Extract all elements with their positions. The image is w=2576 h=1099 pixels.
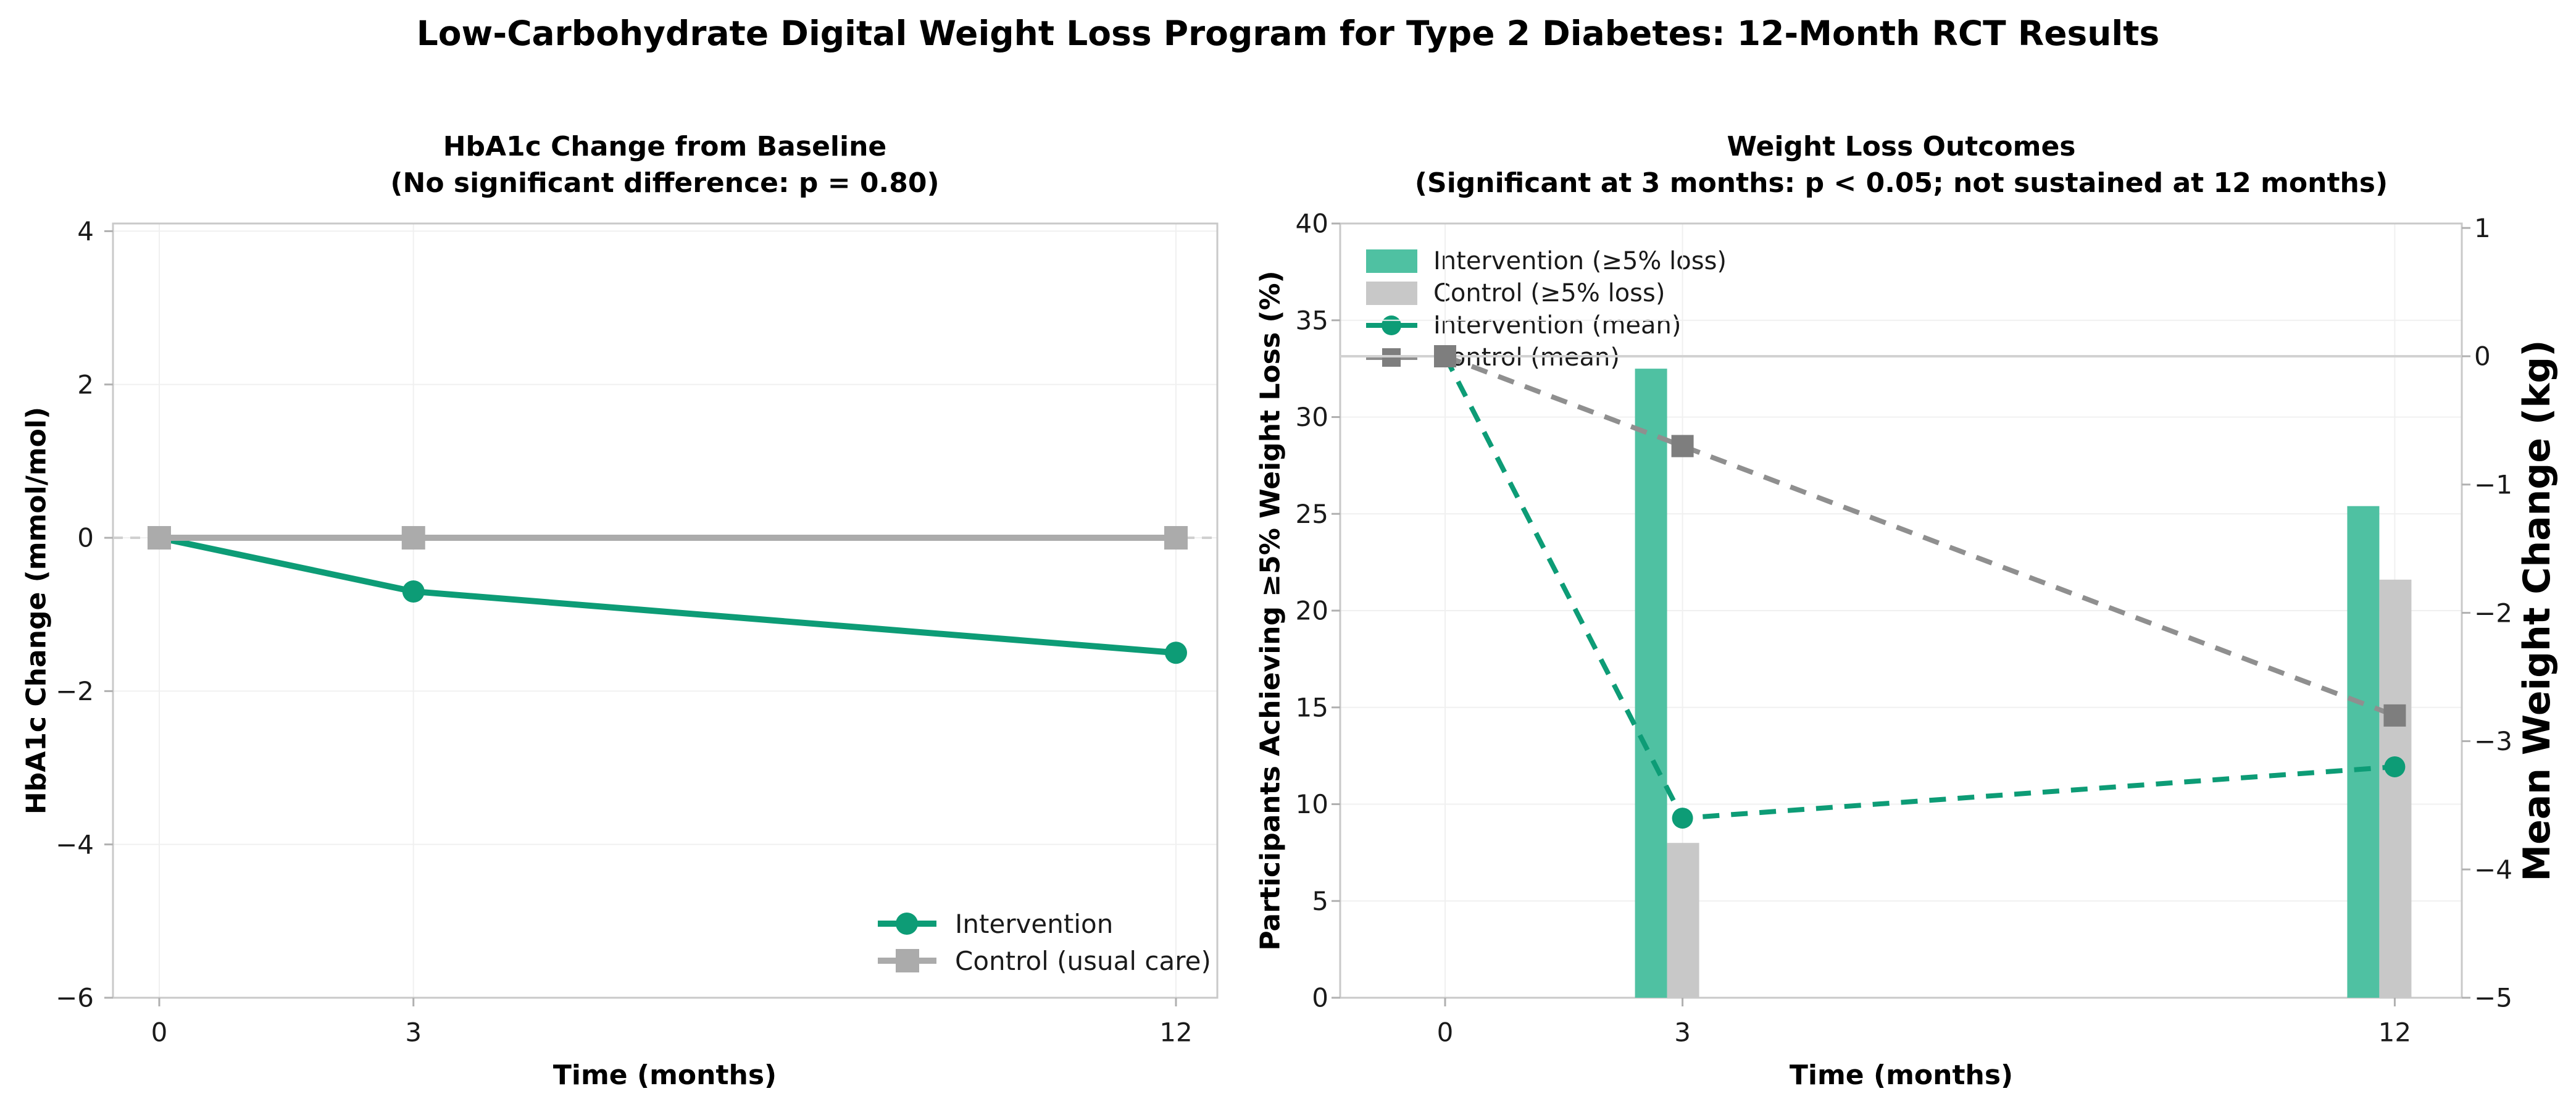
svg-text:20: 20 <box>1296 596 1328 626</box>
svg-text:35: 35 <box>1296 305 1328 335</box>
control-mean-line-icon <box>1366 341 1433 374</box>
left-chart-ylabel: HbA1c Change (mmol/mol) <box>20 406 52 815</box>
legend-item-intervention-mean: Intervention (mean) <box>1366 309 1727 341</box>
svg-text:25: 25 <box>1296 499 1328 529</box>
right-chart-xlabel: Time (months) <box>1789 1059 2014 1091</box>
right-chart-ylabel-left: Participants Achieving ≥5% Weight Loss (… <box>1254 270 1286 951</box>
svg-text:5: 5 <box>1312 886 1328 916</box>
legend-label: Intervention <box>955 908 1114 939</box>
legend-item-control-mean: Control (mean) <box>1366 341 1727 374</box>
svg-text:0: 0 <box>151 1018 168 1048</box>
svg-text:0: 0 <box>1312 983 1328 1013</box>
legend-label: Control (usual care) <box>955 945 1211 976</box>
figure-title: Low-Carbohydrate Digital Weight Loss Pro… <box>416 14 2160 53</box>
legend-item-intervention: Intervention <box>878 905 1211 942</box>
left-chart-title-line2: (No significant difference: p = 0.80) <box>390 167 940 199</box>
svg-text:12: 12 <box>1159 1018 1192 1048</box>
right-chart-title: Weight Loss Outcomes (Significant at 3 m… <box>1415 128 2388 201</box>
left-chart-title: HbA1c Change from Baseline (No significa… <box>390 128 939 201</box>
svg-text:−4: −4 <box>56 829 94 859</box>
svg-text:−3: −3 <box>2474 726 2512 756</box>
legend-label: Control (mean) <box>1433 343 1620 372</box>
svg-text:40: 40 <box>1296 209 1328 239</box>
svg-text:30: 30 <box>1296 402 1328 432</box>
svg-text:4: 4 <box>77 216 94 246</box>
svg-text:3: 3 <box>405 1018 422 1048</box>
right-chart-legend: Intervention (≥5% loss) Control (≥5% los… <box>1366 245 1727 374</box>
svg-text:12: 12 <box>2378 1018 2411 1048</box>
left-chart-legend: Intervention Control (usual care) <box>878 905 1211 979</box>
legend-item-control-bar: Control (≥5% loss) <box>1366 277 1727 309</box>
svg-text:−1: −1 <box>2474 470 2512 500</box>
svg-text:−2: −2 <box>2474 598 2512 628</box>
svg-text:0: 0 <box>1437 1018 1454 1048</box>
intervention-bar-swatch-icon <box>1366 245 1433 277</box>
svg-text:−4: −4 <box>2474 855 2512 885</box>
control-bar-swatch-icon <box>1366 277 1433 309</box>
svg-text:2: 2 <box>77 369 94 399</box>
intervention-line-marker-icon <box>878 905 955 942</box>
svg-text:1: 1 <box>2474 213 2491 243</box>
svg-text:0: 0 <box>77 523 94 553</box>
svg-text:15: 15 <box>1296 692 1328 722</box>
svg-text:10: 10 <box>1296 789 1328 819</box>
legend-label: Intervention (mean) <box>1433 311 1682 340</box>
control-line-marker-icon <box>878 942 955 979</box>
intervention-mean-line-icon <box>1366 309 1433 341</box>
right-chart-ylabel-right: Mean Weight Change (kg) <box>2516 340 2559 882</box>
svg-text:−6: −6 <box>56 983 94 1013</box>
right-chart-title-line1: Weight Loss Outcomes <box>1727 131 2076 162</box>
right-chart-title-line2: (Significant at 3 months: p < 0.05; not … <box>1414 167 2388 199</box>
svg-text:−5: −5 <box>2474 983 2512 1013</box>
legend-item-control: Control (usual care) <box>878 942 1211 979</box>
legend-label: Control (≥5% loss) <box>1433 279 1665 307</box>
legend-item-intervention-bar: Intervention (≥5% loss) <box>1366 245 1727 277</box>
left-chart-xlabel: Time (months) <box>552 1059 777 1091</box>
left-chart-title-line1: HbA1c Change from Baseline <box>443 131 887 162</box>
svg-text:0: 0 <box>2474 341 2491 372</box>
svg-text:−2: −2 <box>56 676 94 706</box>
svg-text:3: 3 <box>1674 1018 1691 1048</box>
legend-label: Intervention (≥5% loss) <box>1433 247 1727 275</box>
